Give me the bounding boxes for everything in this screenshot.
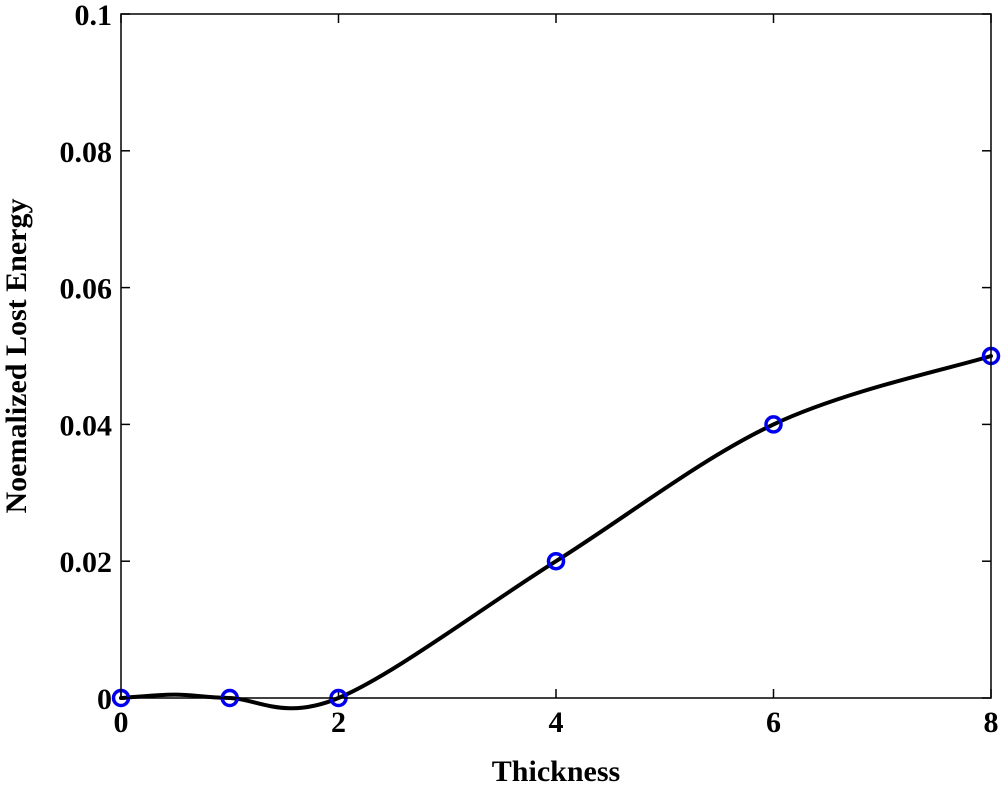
x-tick-label: 4	[549, 706, 564, 739]
y-tick-label: 0.08	[60, 136, 113, 169]
x-tick-label: 2	[331, 706, 346, 739]
data-point-marker	[764, 415, 783, 434]
x-tick-label: 0	[114, 706, 129, 739]
tick-labels: 0 2 4 6 8 0 0.02 0.04 0.06 0.08 0.1	[60, 0, 999, 739]
x-axis-label: Thickness	[492, 755, 620, 785]
plot-background	[121, 14, 991, 698]
y-tick-label: 0.02	[60, 546, 113, 579]
x-tick-label: 8	[984, 706, 999, 739]
y-tick-label: 0.1	[75, 0, 113, 32]
plot-frame	[120, 13, 992, 699]
data-point-marker	[546, 551, 566, 571]
y-tick-label: 0	[97, 683, 112, 716]
x-tick-label: 6	[766, 706, 781, 739]
y-tick-label: 0.06	[60, 273, 113, 306]
y-tick-label: 0.04	[60, 409, 113, 442]
series-curve	[119, 354, 993, 711]
y-axis-label: Noemalized Lost Energy	[0, 199, 33, 514]
